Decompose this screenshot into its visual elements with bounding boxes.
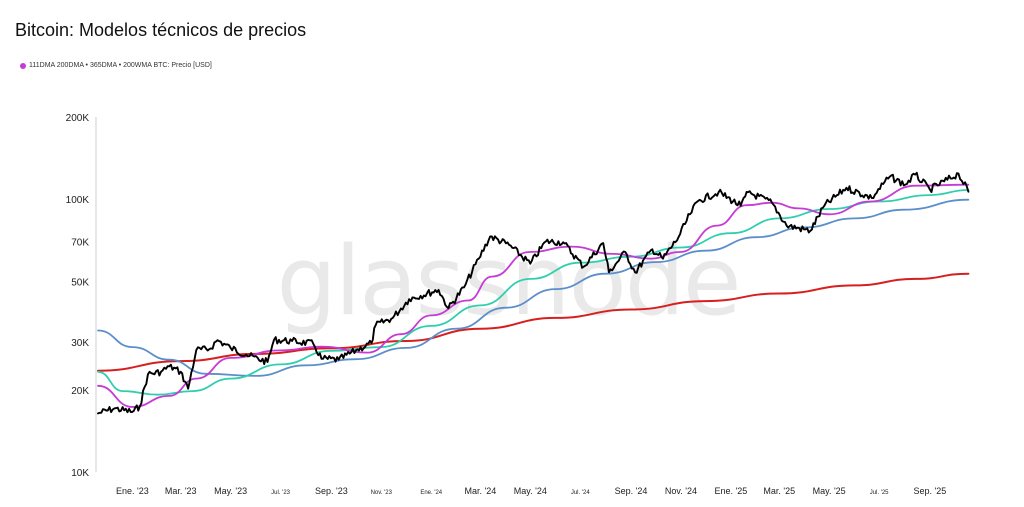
x-tick-label: Sep. '25 — [914, 486, 947, 496]
series-line-price — [97, 171, 970, 415]
y-tick-label: 10K — [71, 468, 89, 479]
x-tick-label: Sep. '23 — [315, 486, 348, 496]
series-line-dma111 — [97, 183, 970, 408]
x-tick-label: Jul. '25 — [870, 490, 889, 496]
x-tick-label: Mar. '24 — [465, 486, 497, 496]
x-tick-label: May. '24 — [514, 486, 547, 496]
x-tick-label: Jul. '23 — [271, 490, 290, 496]
x-tick-label: May. '25 — [813, 486, 846, 496]
x-tick-label: Mar. '23 — [165, 486, 197, 496]
y-tick-label: 30K — [71, 338, 89, 349]
x-tick-label: Nov. '24 — [665, 486, 697, 496]
y-ticks: 10K 20K 30K 50K 70K 100K 200K — [66, 113, 90, 479]
x-tick-label: Ene. '23 — [116, 486, 149, 496]
x-tick-label: May. '23 — [214, 486, 247, 496]
plot-area — [97, 171, 970, 415]
x-tick-label: Sep. '24 — [615, 486, 648, 496]
x-tick-label: Ene. '24 — [420, 490, 442, 496]
x-tick-label: Nov. '23 — [371, 490, 393, 496]
series-line-dma200 — [97, 189, 970, 396]
legend-dot-icon — [20, 62, 26, 69]
y-tick-label: 50K — [71, 277, 89, 288]
x-tick-label: Mar. '25 — [763, 486, 795, 496]
x-ticks: Ene. '23 Mar. '23 May. '23 Jul. '23 Sep. '23… — [116, 486, 946, 496]
legend-label: 111DMA 200DMA • 365DMA • 200WMA BTC: Pre… — [29, 62, 212, 69]
y-tick-label: 200K — [66, 113, 90, 124]
legend[interactable]: 111DMA 200DMA • 365DMA • 200WMA BTC: Pre… — [20, 62, 212, 69]
x-tick-label: Jul. '24 — [571, 490, 590, 496]
y-tick-label: 70K — [71, 237, 89, 248]
series-line-dma365 — [97, 198, 970, 377]
y-tick-label: 100K — [66, 195, 90, 206]
y-tick-label: 20K — [71, 386, 89, 397]
x-tick-label: Ene. '25 — [715, 486, 748, 496]
chart-title: Bitcoin: Modelos técnicos de precios — [15, 20, 307, 40]
